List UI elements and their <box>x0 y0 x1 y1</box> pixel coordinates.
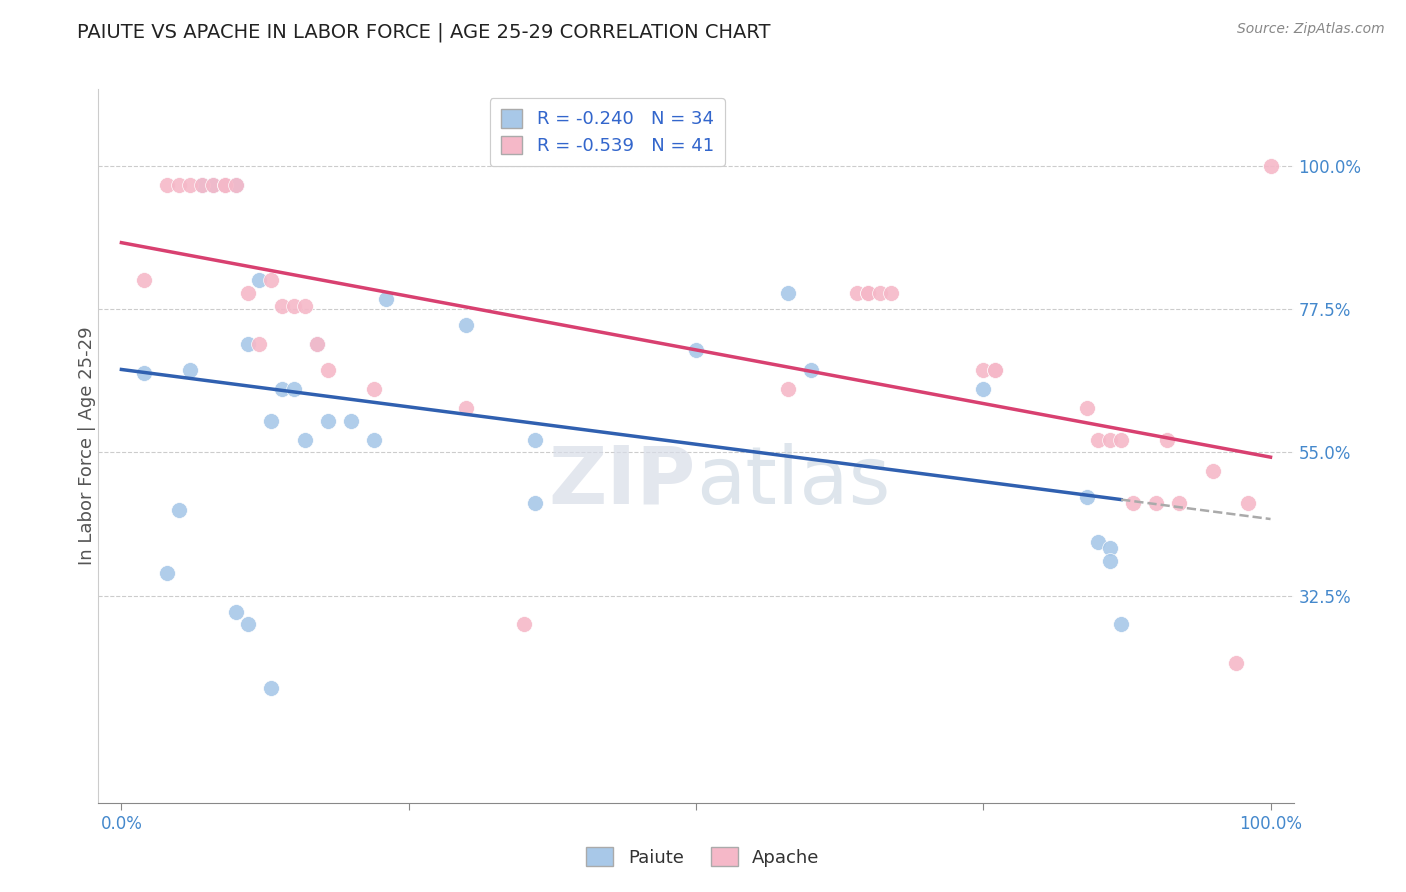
Point <box>1109 433 1132 447</box>
Point <box>283 299 305 313</box>
Point <box>800 362 823 376</box>
Point <box>305 337 328 351</box>
Point <box>271 299 294 313</box>
Point <box>374 293 396 307</box>
Point <box>972 362 994 376</box>
Legend: Paiute, Apache: Paiute, Apache <box>579 840 827 874</box>
Point <box>260 273 283 287</box>
Point <box>512 617 534 632</box>
Point <box>1236 496 1258 510</box>
Point <box>134 366 156 380</box>
Point <box>1109 617 1132 632</box>
Point <box>880 286 903 301</box>
Point <box>363 382 385 396</box>
Point <box>167 502 190 516</box>
Point <box>236 286 259 301</box>
Point <box>260 681 283 695</box>
Point <box>191 178 214 192</box>
Point <box>1144 496 1167 510</box>
Point <box>247 273 270 287</box>
Point <box>972 382 994 396</box>
Point <box>1202 465 1225 479</box>
Point <box>858 286 880 301</box>
Point <box>214 178 236 192</box>
Legend: R = -0.240   N = 34, R = -0.539   N = 41: R = -0.240 N = 34, R = -0.539 N = 41 <box>489 98 724 166</box>
Point <box>1098 433 1121 447</box>
Point <box>179 362 201 376</box>
Point <box>685 343 707 358</box>
Point <box>1076 401 1098 415</box>
Point <box>776 382 799 396</box>
Point <box>1098 541 1121 555</box>
Point <box>1098 554 1121 568</box>
Point <box>271 382 294 396</box>
Text: PAIUTE VS APACHE IN LABOR FORCE | AGE 25-29 CORRELATION CHART: PAIUTE VS APACHE IN LABOR FORCE | AGE 25… <box>77 22 770 42</box>
Text: ZIP: ZIP <box>548 442 696 521</box>
Point <box>1076 490 1098 504</box>
Point <box>363 433 385 447</box>
Point <box>1122 496 1144 510</box>
Y-axis label: In Labor Force | Age 25-29: In Labor Force | Age 25-29 <box>79 326 96 566</box>
Point <box>247 337 270 351</box>
Point <box>191 178 214 192</box>
Point <box>1167 496 1189 510</box>
Text: Source: ZipAtlas.com: Source: ZipAtlas.com <box>1237 22 1385 37</box>
Point <box>294 299 316 313</box>
Point <box>294 433 316 447</box>
Point <box>858 286 880 301</box>
Point <box>225 178 247 192</box>
Point <box>984 362 1007 376</box>
Point <box>260 413 283 427</box>
Point <box>340 413 363 427</box>
Point <box>225 605 247 619</box>
Point <box>1087 433 1109 447</box>
Point <box>225 178 247 192</box>
Point <box>236 617 259 632</box>
Point <box>305 337 328 351</box>
Point <box>1260 159 1282 173</box>
Point <box>202 178 225 192</box>
Point <box>214 178 236 192</box>
Point <box>167 178 190 192</box>
Point <box>156 178 179 192</box>
Point <box>156 566 179 581</box>
Point <box>524 433 547 447</box>
Point <box>236 337 259 351</box>
Point <box>984 362 1007 376</box>
Point <box>456 401 478 415</box>
Point <box>456 318 478 332</box>
Point <box>524 496 547 510</box>
Point <box>869 286 891 301</box>
Point <box>316 362 339 376</box>
Point <box>776 286 799 301</box>
Point <box>202 178 225 192</box>
Point <box>134 273 156 287</box>
Point <box>316 413 339 427</box>
Text: atlas: atlas <box>696 442 890 521</box>
Point <box>1225 656 1247 670</box>
Point <box>1156 433 1178 447</box>
Point <box>845 286 868 301</box>
Point <box>179 178 201 192</box>
Point <box>1087 534 1109 549</box>
Point <box>283 382 305 396</box>
Point <box>214 178 236 192</box>
